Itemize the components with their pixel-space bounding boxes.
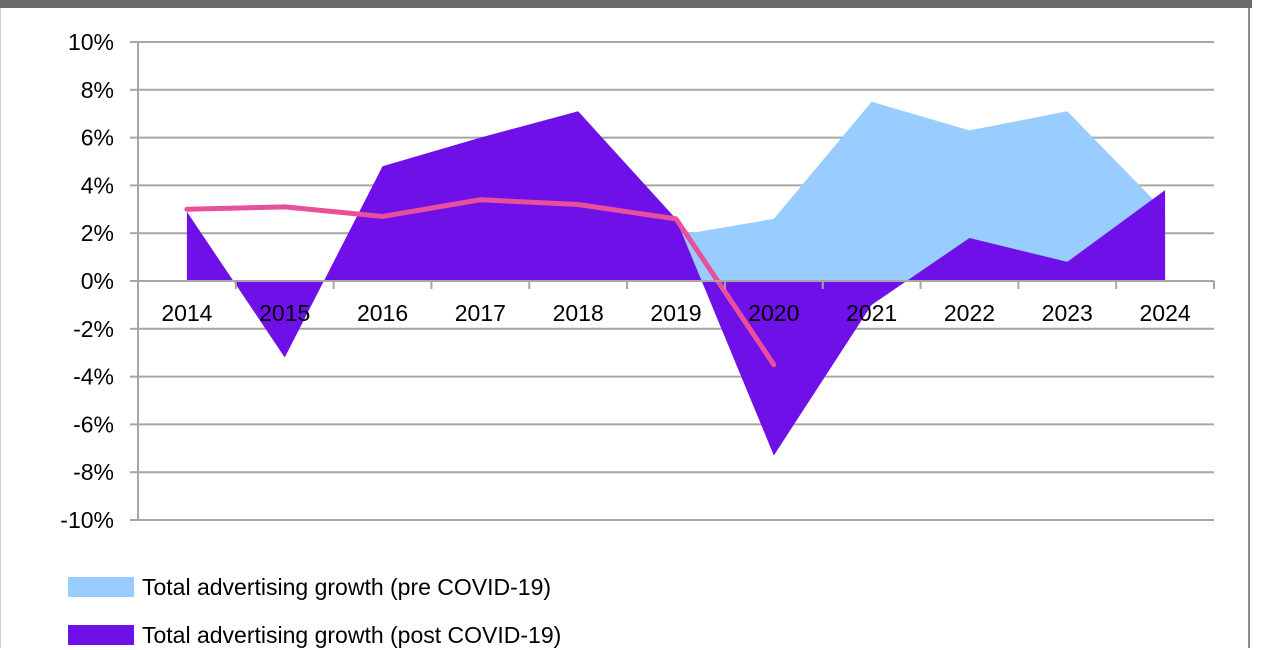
chart: 10%8%6%4%2%0%-2%-4%-6%-8%-10% 2014 2015 20… — [60, 29, 1215, 533]
y-tick-label: 2% — [81, 220, 114, 246]
y-tick-label: -6% — [73, 411, 114, 437]
x-tick-label: 2017 — [455, 300, 506, 326]
y-tick-label: -8% — [73, 459, 114, 485]
y-tick-label: 10% — [68, 29, 114, 55]
y-tick-label: 8% — [81, 77, 114, 103]
legend-swatch-post-covid — [68, 625, 134, 645]
x-tick-label: 2021 — [846, 300, 897, 326]
y-tick-label: 0% — [81, 268, 114, 294]
x-tick-label: 2018 — [553, 300, 604, 326]
x-tick-label: 2015 — [259, 300, 310, 326]
x-tick-label: 2020 — [748, 300, 799, 326]
x-tick-label: 2024 — [1140, 300, 1191, 326]
chart-frame — [0, 8, 1250, 648]
x-tick-label: 2023 — [1042, 300, 1093, 326]
x-tick-label: 2016 — [357, 300, 408, 326]
legend-item-post-covid: Total advertising growth (post COVID-19) — [68, 620, 561, 650]
legend-label-post-covid: Total advertising growth (post COVID-19) — [142, 621, 562, 648]
y-tick-label: -4% — [73, 364, 114, 390]
y-tick-label: -10% — [60, 507, 114, 533]
x-tick-label: 2022 — [944, 300, 995, 326]
y-tick-label: 6% — [81, 125, 114, 151]
area-series-1 — [186, 111, 1166, 456]
x-axis-category-labels: 2014 2015 2016 2017 2018 2019 2020 2021 2022 2023… — [161, 300, 1191, 326]
y-axis-tick-labels: 10% 8% 6% 4% 2% 0% -2% -4% -6% -8% -10% — [60, 29, 114, 533]
y-tick-label: -2% — [73, 316, 114, 342]
x-tick-label: 2014 — [161, 300, 212, 326]
top-bar — [0, 0, 1252, 8]
line-series — [184, 197, 777, 368]
legend-swatch-pre-covid — [68, 577, 134, 597]
x-tick-label: 2019 — [650, 300, 701, 326]
axes — [130, 41, 1215, 521]
line-series-2 — [184, 197, 777, 368]
legend-label-pre-covid: Total advertising growth (pre COVID-19) — [142, 573, 552, 600]
legend-item-pre-covid: Total advertising growth (pre COVID-19) — [68, 572, 551, 602]
area-series — [186, 101, 1166, 456]
y-tick-label: 4% — [81, 172, 114, 198]
area-series-0 — [676, 101, 1166, 281]
